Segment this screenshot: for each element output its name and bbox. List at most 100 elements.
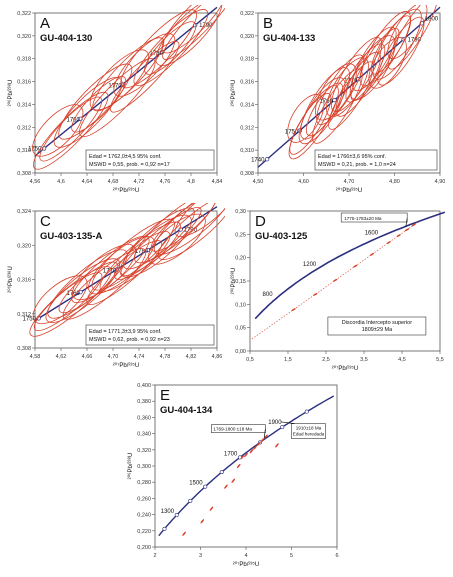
y-tick-label: 0,15 <box>235 279 246 285</box>
error-ellipse <box>123 207 195 270</box>
y-tick-label: 0,318 <box>240 57 254 63</box>
error-ellipse <box>114 231 171 280</box>
error-ellipse <box>133 9 209 86</box>
error-ellipse <box>133 203 218 264</box>
concordia-age-label: 1750 <box>285 129 299 135</box>
concordia-age-point <box>162 526 167 531</box>
data-ellipse <box>253 445 257 450</box>
x-tick-label: 4,8 <box>187 179 195 185</box>
error-ellipse <box>53 77 123 148</box>
sample-id: GU-404-133 <box>263 33 315 44</box>
y-tick-label: 0,310 <box>17 148 31 154</box>
x-tick-label: 5,5 <box>436 357 444 363</box>
concordia-age-point <box>203 484 208 489</box>
y-tick-label: 0,400 <box>137 383 151 389</box>
result-box <box>85 324 215 346</box>
y-tick-label: 0,05 <box>235 326 246 332</box>
x-axis-label: ²⁰⁷Pb/²³⁵U <box>233 561 259 568</box>
result-text-line: MSWD = 0,21, prob. = 1,0 n=24 <box>318 162 396 168</box>
concordia-age-point <box>188 498 193 503</box>
chart-panel-b-svg: 4,50 4,60 4,70 4,80 4,90 0,308 0,310 0,312 0,314… <box>230 5 445 194</box>
x-tick-label: 4,56 <box>30 179 41 185</box>
chart-panel-d-svg: 0,5 1,5 2,5 3,5 4,5 5,5 0,00 0,05 0,10 0,15 0,20 0,… <box>230 209 446 372</box>
x-tick-label: 4,60 <box>298 179 309 185</box>
panel-b: 4,50 4,60 4,70 4,80 4,90 0,308 0,310 0,312 0,314… <box>228 5 448 200</box>
y-tick-label: 0,308 <box>17 171 31 177</box>
data-ellipse <box>333 278 338 282</box>
panel-letter: B <box>263 15 273 32</box>
error-ellipse <box>387 5 438 70</box>
x-axis-label: ²⁰⁷Pb/²³⁵U <box>113 187 139 194</box>
x-tick-label: 2 <box>153 553 156 559</box>
panel-letter: C <box>40 213 51 230</box>
error-ellipse <box>335 43 386 117</box>
error-ellipse <box>352 26 397 92</box>
sample-id: GU-404-130 <box>40 33 92 44</box>
concordia-age-label: 1750 <box>23 316 37 322</box>
panel-letter: E <box>160 387 170 404</box>
x-tick-label: 4,84 <box>212 179 223 185</box>
x-tick-label: 4,80 <box>389 179 400 185</box>
y-axis-label: ²⁰⁶Pb/²³⁸U <box>7 266 14 293</box>
chart-panel-c-svg: 4,58 4,62 4,66 4,70 4,74 4,78 4,82 4,86 0,308 0,3… <box>7 203 225 369</box>
plot-frame <box>257 12 441 174</box>
y-tick-label: 0,320 <box>137 448 151 454</box>
result-text-line: Discordia Intercepto superior <box>342 320 412 326</box>
data-ellipse <box>291 308 296 311</box>
error-ellipse <box>153 203 225 255</box>
y-tick-label: 0,200 <box>137 545 151 551</box>
concordia-age-label: 1900 <box>268 420 282 426</box>
callout-pointer <box>405 217 408 228</box>
error-ellipse <box>377 16 425 86</box>
sample-id: GU-403-125 <box>255 231 308 242</box>
error-ellipse <box>92 37 165 112</box>
error-ellipse <box>120 9 197 89</box>
y-tick-label: 0,322 <box>240 11 254 17</box>
concordia-curve <box>254 211 446 320</box>
x-tick-label: 5 <box>290 553 293 559</box>
data-ellipse <box>256 441 261 446</box>
chart-panel-e-svg: 2 3 4 5 6 0,200 0,220 0,240 0,260 0,280 0,300 0,320… <box>127 383 339 568</box>
panel-e-group: 2 3 4 5 6 0,200 0,220 0,240 0,260 0,280 0,300 0,320… <box>127 383 339 568</box>
callout-box <box>340 212 408 223</box>
y-tick-label: 0,308 <box>17 346 31 352</box>
concordia-age-point <box>332 97 337 103</box>
concordia-age-label: 800 <box>263 292 274 298</box>
error-ellipse <box>119 214 192 278</box>
data-ellipse <box>236 463 241 469</box>
x-tick-label: 4,58 <box>30 354 41 360</box>
concordia-age-label: 1790 <box>199 23 213 29</box>
concordia-age-label: 1200 <box>303 262 317 268</box>
concordia-age-label: 1770 <box>344 78 358 84</box>
x-tick-label: 4,62 <box>56 354 67 360</box>
data-ellipse <box>369 252 375 256</box>
result-box <box>327 316 427 336</box>
callout-text: 1769-1800 ±18 Ma <box>213 427 252 432</box>
error-ellipse <box>316 54 365 125</box>
x-tick-label: 4,90 <box>435 179 446 185</box>
panel-c-group: 4,58 4,62 4,66 4,70 4,74 4,78 4,82 4,86 0,308 0,3… <box>7 203 225 369</box>
x-tick-label: 4,6 <box>57 179 65 185</box>
x-tick-label: 4,70 <box>344 179 355 185</box>
y-tick-label: 0,320 <box>17 243 31 249</box>
error-ellipse <box>387 5 428 60</box>
callout-box <box>211 424 266 433</box>
y-tick-label: 0,308 <box>240 171 254 177</box>
y-tick-label: 0,240 <box>137 513 151 519</box>
y-tick-label: 0,318 <box>17 57 31 63</box>
x-tick-label: 3,5 <box>360 357 368 363</box>
x-axis-label: ²⁰⁷Pb/²³⁵U <box>336 187 362 194</box>
callout-text: Edad heredada <box>293 432 325 437</box>
panel-letter: D <box>255 213 266 230</box>
concordia-age-point <box>174 513 179 518</box>
x-tick-label: 4,72 <box>134 179 145 185</box>
y-tick-label: 0,314 <box>240 102 254 108</box>
y-tick-label: 0,312 <box>17 125 31 131</box>
panel-b-group: 4,50 4,60 4,70 4,80 4,90 0,308 0,310 0,312 0,314… <box>230 5 445 194</box>
y-tick-label: 0,260 <box>137 496 151 502</box>
x-tick-label: 4,82 <box>186 354 197 360</box>
concordia-age-label: 1780 <box>135 249 149 255</box>
panel-d: 0,5 1,5 2,5 3,5 4,5 5,5 0,00 0,05 0,10 0,15 0,20 0,… <box>228 203 448 373</box>
error-ellipse <box>86 240 163 306</box>
panel-d-group: 0,5 1,5 2,5 3,5 4,5 5,5 0,00 0,05 0,10 0,15 0,20 0,… <box>230 209 446 372</box>
